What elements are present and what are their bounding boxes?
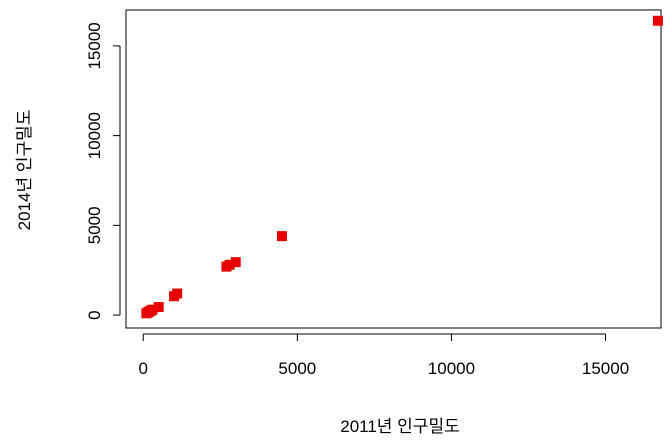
y-tick-label: 5000 (85, 206, 104, 244)
point (652, 15, 663, 26)
point (224, 259, 235, 270)
y-axis-label: 2014년 인구밀도 (15, 110, 34, 231)
plot-frame (125, 9, 662, 329)
x-axis-label: 2011년 인구밀도 (340, 417, 459, 436)
x-tick-label: 15000 (582, 359, 629, 378)
point (230, 257, 241, 268)
point (153, 302, 164, 313)
x-tick-label: 0 (139, 359, 148, 378)
y-tick-label: 10000 (85, 112, 104, 159)
y-tick-label: 15000 (85, 22, 104, 69)
point (276, 231, 287, 242)
x-tick-label: 5000 (278, 359, 316, 378)
y-tick-label: 0 (85, 310, 104, 319)
x-tick-label: 10000 (428, 359, 475, 378)
point (172, 288, 183, 299)
point (147, 304, 158, 315)
